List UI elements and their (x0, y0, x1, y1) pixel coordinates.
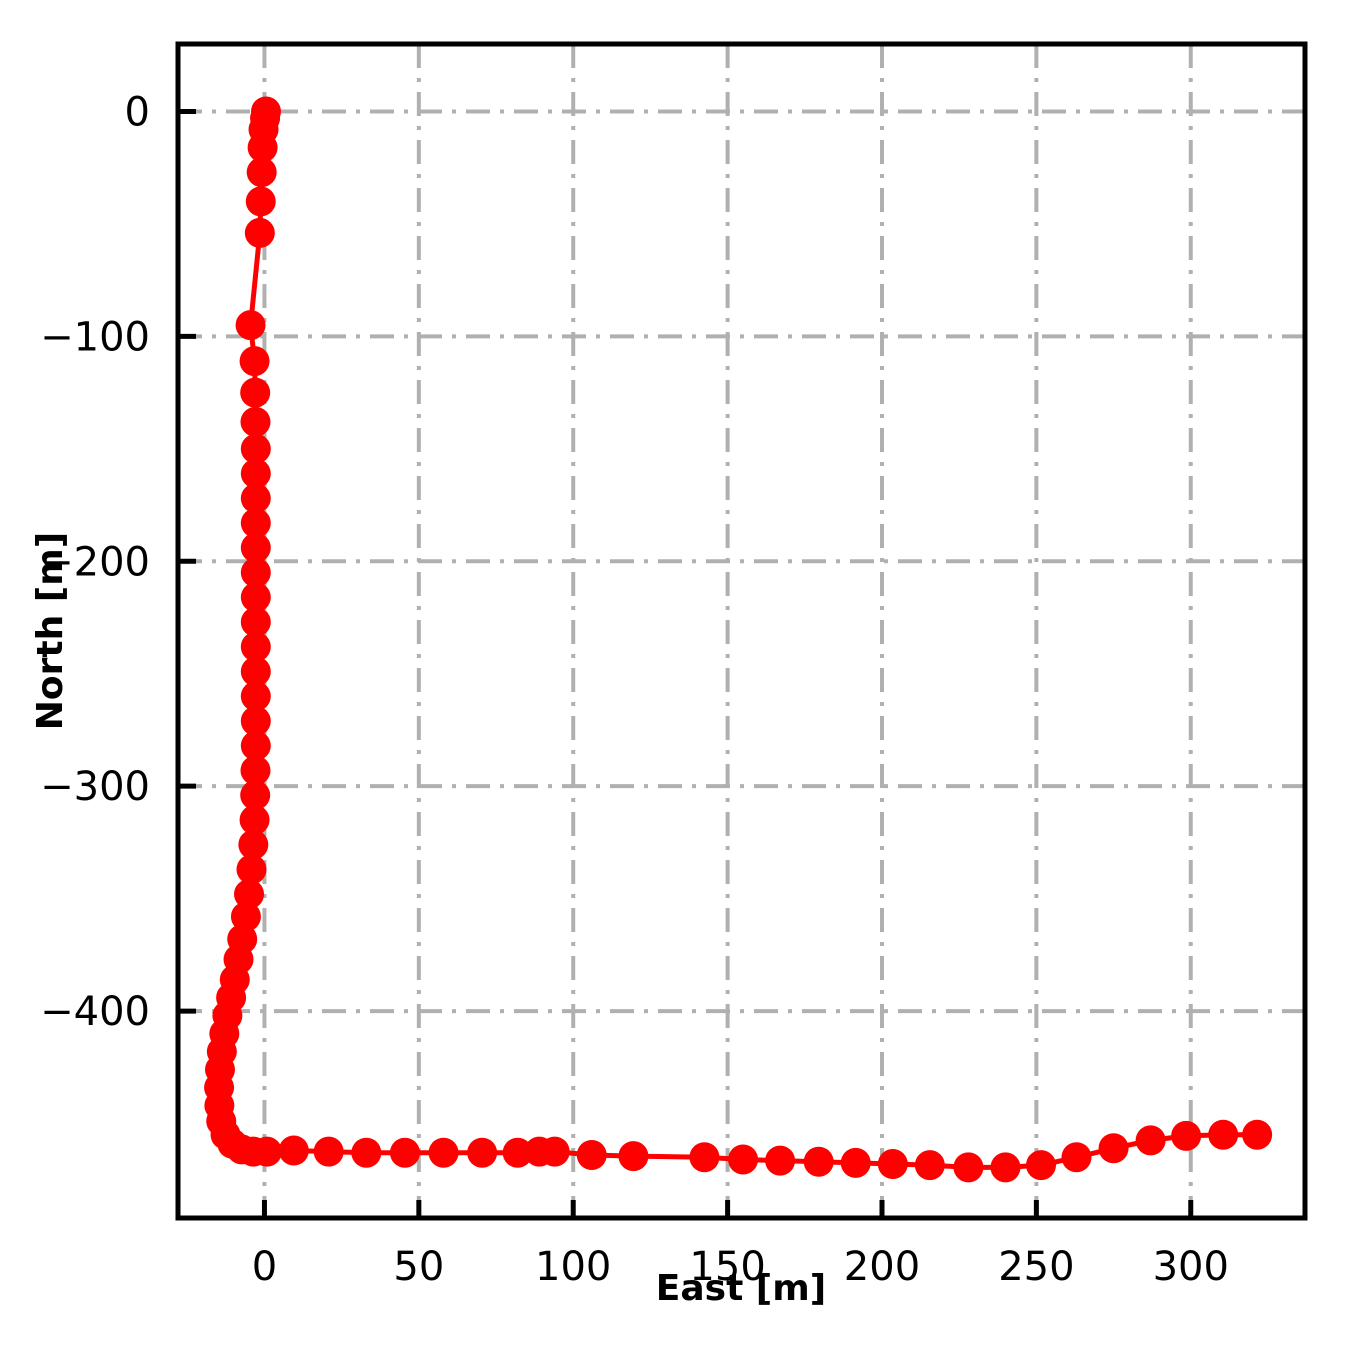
data-point-marker (1061, 1142, 1092, 1173)
data-point-marker (236, 854, 267, 885)
data-point-marker (240, 433, 271, 464)
x-tick-label: 50 (393, 1244, 444, 1290)
x-tick-label: 250 (998, 1244, 1074, 1290)
data-point-marker (389, 1137, 420, 1168)
data-point-marker (240, 607, 271, 637)
y-tick-label: −300 (40, 764, 150, 810)
data-point-marker (689, 1142, 720, 1173)
axes-frame (175, 41, 1308, 1221)
data-point-marker (539, 1136, 570, 1167)
data-point-marker (240, 780, 271, 811)
data-point-marker (1242, 1119, 1273, 1150)
data-point-marker (953, 1152, 984, 1183)
data-series-trajectory (204, 96, 1273, 1183)
data-point-marker (313, 1136, 344, 1167)
x-tick-label: 0 (252, 1244, 277, 1290)
data-point-marker (1208, 1119, 1239, 1150)
data-point-marker (230, 901, 261, 932)
data-point-marker (351, 1137, 382, 1168)
data-point-marker (877, 1149, 908, 1180)
data-point-marker (247, 132, 278, 163)
data-point-marker (244, 217, 275, 248)
data-point-marker (240, 656, 271, 687)
data-point-marker (239, 346, 270, 377)
x-tick-label: 150 (689, 1244, 765, 1290)
data-point-marker (1026, 1150, 1056, 1181)
data-point-marker (803, 1146, 834, 1177)
data-point-marker (240, 483, 271, 514)
data-point-marker (240, 508, 271, 539)
data-point-marker (235, 310, 266, 341)
data-point-marker (618, 1141, 649, 1172)
data-point-marker (240, 582, 271, 613)
data-point-marker (502, 1137, 533, 1168)
data-point-marker (240, 557, 271, 588)
data-point-marker (240, 631, 271, 662)
tick-labels: 0 50 100 150 200 250 300 0 −100 −200 −300 −400 (40, 89, 1229, 1290)
data-point-marker (840, 1147, 871, 1178)
y-tick-label: 0 (125, 89, 150, 135)
y-tick-label: −200 (40, 539, 150, 585)
x-axis-title: East [m] (656, 1268, 826, 1309)
data-point-marker (990, 1152, 1021, 1183)
data-point-marker (251, 1136, 282, 1167)
data-point-marker (238, 829, 269, 860)
data-point-marker (278, 1135, 309, 1166)
y-tick-label: −100 (40, 314, 150, 360)
data-point-marker (234, 879, 265, 910)
data-point-marker (240, 458, 271, 489)
data-point-marker (1098, 1133, 1129, 1164)
plot-background (178, 44, 1305, 1218)
data-point-marker (240, 681, 271, 712)
data-point-marker (245, 186, 276, 217)
data-point-marker (246, 157, 277, 188)
x-tick-label: 100 (535, 1244, 611, 1290)
gridlines (178, 44, 1305, 1218)
data-point-marker (240, 755, 271, 786)
data-point-marker (728, 1144, 759, 1175)
data-point-marker (1171, 1120, 1202, 1151)
y-tick-label: −400 (40, 989, 150, 1035)
tickmarks (178, 108, 1194, 1218)
y-axis-title: North [m] (30, 532, 71, 730)
data-point-marker (240, 705, 271, 736)
data-point-marker (914, 1150, 945, 1181)
data-point-marker (240, 377, 271, 408)
x-tick-label: 200 (844, 1244, 920, 1290)
data-point-marker (467, 1137, 498, 1168)
data-point-marker (240, 730, 271, 761)
data-point-marker (240, 406, 271, 437)
data-point-marker (576, 1140, 607, 1171)
data-point-marker (239, 804, 270, 835)
data-point-marker (240, 532, 271, 563)
data-point-marker (428, 1137, 459, 1168)
data-point-marker (1135, 1125, 1166, 1156)
data-point-marker (765, 1145, 796, 1176)
x-tick-label: 300 (1153, 1244, 1229, 1290)
